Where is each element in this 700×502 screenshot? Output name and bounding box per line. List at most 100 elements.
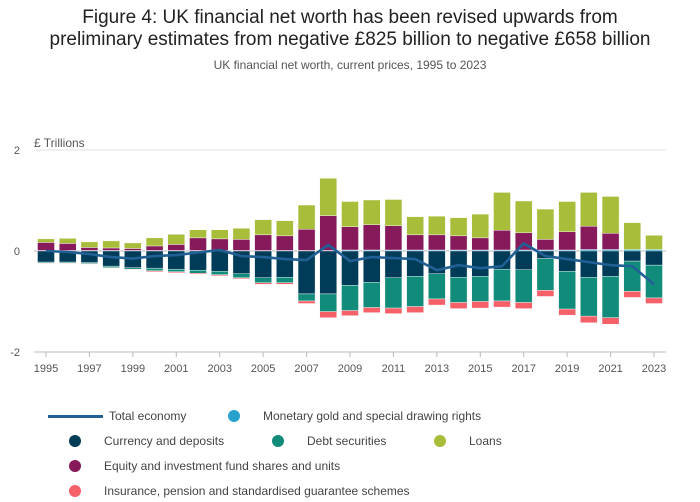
bar-loans-2006	[276, 220, 294, 237]
legend-label-loans: Loans	[469, 434, 502, 448]
y-tick-label: -2	[10, 347, 20, 359]
bar-currency-2005	[254, 250, 272, 278]
legend-label-currency: Currency and deposits	[104, 434, 225, 448]
bar-currency-2011	[384, 250, 403, 278]
bar-equity-2010	[363, 224, 381, 251]
bar-insurance-2006	[276, 282, 294, 285]
legend-dot-currency	[69, 435, 81, 447]
bar-debt-2014	[449, 277, 468, 303]
bar-loans-2011	[384, 199, 403, 226]
legend-item-debt[interactable]: Debt securities	[272, 434, 386, 448]
bar-insurance-1998	[102, 267, 120, 269]
bar-equity-2000	[145, 245, 164, 251]
bar-loans-1996	[59, 238, 77, 244]
bar-equity-1998	[102, 247, 120, 251]
bar-insurance-2016	[493, 300, 511, 308]
bar-loans-1997	[80, 241, 99, 248]
bar-insurance-2000	[145, 270, 164, 272]
bar-equity-1997	[80, 247, 99, 251]
bar-gold-2023	[645, 249, 663, 252]
bar-loans-2019	[558, 201, 576, 233]
x-tick-label: 2023	[642, 363, 666, 375]
chart-title: Figure 4: UK financial net worth has bee…	[0, 7, 700, 51]
bar-equity-2016	[493, 230, 511, 251]
axes-group: 2 0 -2 1995 1997 1999 2001 2003 2005 2007 2009 2011…	[10, 145, 666, 375]
bar-currency-2022	[623, 250, 641, 262]
bar-insurance-2019	[558, 308, 576, 316]
bar-debt-2012	[406, 276, 424, 307]
bar-debt-2006	[276, 277, 294, 284]
bar-currency-2015	[471, 250, 489, 277]
bar-loans-2004	[232, 228, 251, 240]
bar-debt-2004	[232, 273, 251, 278]
bar-loans-2018	[536, 208, 555, 240]
bar-insurance-1999	[124, 268, 142, 270]
bar-debt-2019	[558, 271, 576, 310]
y-tick-label: 2	[14, 145, 20, 157]
legend-label-debt: Debt securities	[307, 434, 387, 448]
legend-item-equity[interactable]: Equity and investment fund shares and un…	[69, 459, 340, 473]
bar-insurance-2021	[601, 317, 620, 325]
x-tick-label: 2005	[251, 363, 275, 375]
bar-currency-2008	[319, 250, 337, 295]
bar-equity-2020	[580, 226, 598, 250]
bar-debt-2008	[319, 293, 337, 312]
bar-debt-2020	[580, 277, 598, 317]
bar-equity-1999	[124, 248, 142, 251]
bar-insurance-2004	[232, 277, 251, 279]
legend: Total economy Monetary gold and special …	[0, 404, 700, 502]
bar-insurance-2022	[623, 291, 641, 298]
legend-item-total[interactable]: Total economy	[48, 409, 186, 423]
bar-debt-2005	[254, 277, 272, 284]
bar-currency-2012	[406, 250, 424, 277]
legend-label-gold: Monetary gold and special drawing rights	[263, 409, 482, 423]
bar-debt-2007	[297, 293, 316, 302]
x-tick-label: 2019	[555, 363, 579, 375]
x-tick-label: 2003	[207, 363, 231, 375]
bar-debt-2018	[536, 258, 555, 291]
legend-dot-gold	[228, 410, 240, 422]
bar-equity-2012	[406, 234, 424, 251]
legend-item-gold[interactable]: Monetary gold and special drawing rights	[228, 409, 481, 423]
legend-label-equity: Equity and investment fund shares and un…	[104, 459, 341, 473]
bar-currency-2017	[515, 250, 533, 270]
bar-debt-2003	[211, 271, 229, 275]
bar-equity-2018	[536, 239, 555, 251]
bar-insurance-1995	[37, 262, 55, 264]
legend-item-loans[interactable]: Loans	[434, 434, 502, 448]
bar-insurance-2015	[471, 301, 489, 309]
bar-loans-2000	[145, 237, 164, 247]
bar-insurance-2008	[319, 311, 337, 318]
bar-equity-2002	[189, 237, 207, 251]
y-tick-label: 0	[14, 246, 20, 258]
bar-equity-2015	[471, 237, 489, 251]
bars-group	[37, 178, 663, 325]
legend-line-total	[48, 414, 103, 418]
stacked-bar-chart: £ Trillions 2 0 -2 1995 1997 1999 2001 2003 2005…	[10, 136, 666, 375]
bar-equity-2007	[297, 229, 316, 251]
bar-insurance-2001	[167, 271, 185, 273]
x-tick-label: 2009	[338, 363, 362, 375]
bar-debt-2016	[493, 268, 511, 302]
bar-debt-2013	[428, 273, 446, 300]
bar-loans-2010	[363, 199, 381, 225]
x-tick-label: 1999	[121, 363, 145, 375]
x-tick-label: 2017	[511, 363, 535, 375]
bar-currency-2023	[645, 250, 663, 266]
bar-debt-1999	[124, 267, 142, 270]
bar-equity-2005	[254, 234, 272, 251]
bar-equity-2001	[167, 244, 185, 251]
bar-insurance-2007	[297, 300, 316, 304]
bar-currency-1995	[37, 250, 55, 263]
bar-currency-2010	[363, 250, 381, 283]
legend-item-insurance[interactable]: Insurance, pension and standardised guar…	[69, 484, 410, 498]
bar-insurance-2002	[189, 273, 207, 275]
bar-insurance-2018	[536, 290, 555, 297]
bar-insurance-2014	[449, 302, 468, 309]
bar-equity-2014	[449, 235, 468, 251]
bar-loans-2005	[254, 219, 272, 236]
legend-item-currency[interactable]: Currency and deposits	[69, 434, 224, 448]
bar-loans-2001	[167, 234, 185, 245]
x-tick-label: 2011	[382, 363, 406, 375]
bar-loans-2012	[406, 216, 424, 236]
